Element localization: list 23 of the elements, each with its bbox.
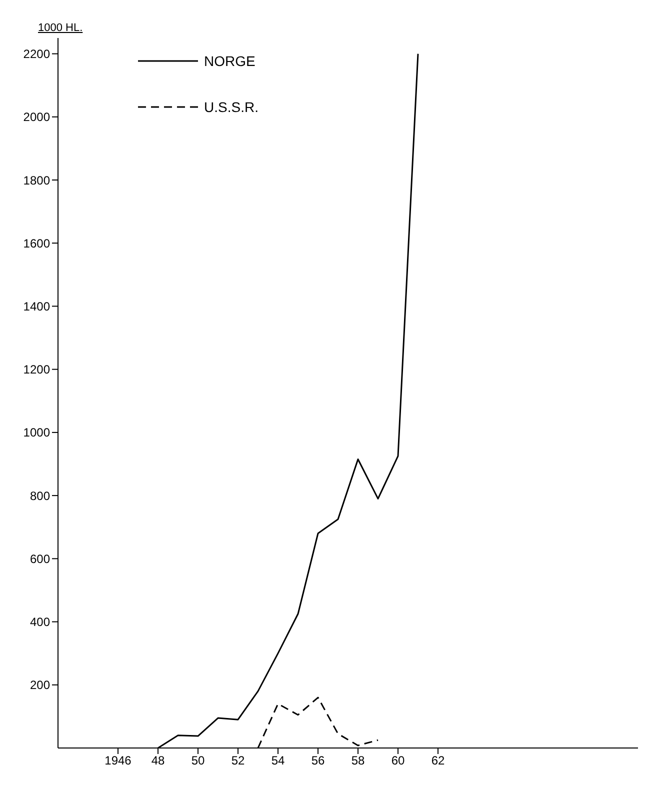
y-tick-label: 1600 xyxy=(23,236,50,250)
y-tick-label: 1200 xyxy=(23,362,50,377)
x-tick-label: 50 xyxy=(191,754,205,768)
y-tick-label: 200 xyxy=(30,678,50,692)
y-axis-title: 1000 HL. xyxy=(38,22,83,34)
x-tick-label: 48 xyxy=(151,754,165,768)
legend-label: U.S.S.R. xyxy=(204,99,258,115)
y-tick-label: 1800 xyxy=(23,173,50,188)
x-tick-label: 1946 xyxy=(104,754,132,768)
x-tick-label: 56 xyxy=(311,754,325,768)
y-tick-label: 2200 xyxy=(23,47,50,62)
y-tick-label: 1400 xyxy=(23,299,50,314)
x-tick-label: 62 xyxy=(431,754,445,768)
legend-label: NORGE xyxy=(204,53,256,69)
y-tick-label: 400 xyxy=(30,615,50,630)
y-tick-label: 2000 xyxy=(23,110,50,124)
x-tick-label: 60 xyxy=(391,754,405,768)
y-tick-label: 1000 xyxy=(23,426,50,440)
y-tick-label: 800 xyxy=(30,488,50,503)
y-tick-label: 600 xyxy=(30,552,50,566)
x-tick-label: 52 xyxy=(231,754,245,768)
x-tick-label: 54 xyxy=(271,754,285,768)
x-tick-label: 58 xyxy=(351,754,365,768)
